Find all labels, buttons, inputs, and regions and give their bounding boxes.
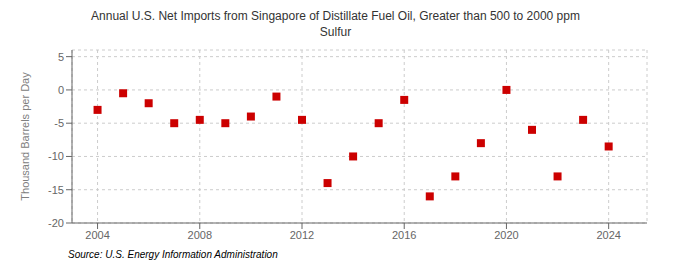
svg-text:-10: -10 — [48, 150, 64, 162]
svg-text:2004: 2004 — [85, 229, 109, 241]
html-text:Annual U.S. Net Imports from S: Annual U.S. Net Imports from Singapore o… — [91, 9, 580, 23]
svg-text:5: 5 — [58, 51, 64, 63]
html-text:Sulfur: Sulfur — [319, 25, 352, 39]
svg-text:-15: -15 — [48, 184, 64, 196]
svg-text:2024: 2024 — [596, 229, 620, 241]
html-text:Source: U.S. Energy Informatio: Source: U.S. Energy Information Administ… — [68, 249, 278, 260]
svg-text:2012: 2012 — [290, 229, 314, 241]
svg-text:2020: 2020 — [494, 229, 518, 241]
svg-text:Thousand Barrels per Day: Thousand Barrels per Day — [19, 72, 31, 201]
svg-text:-20: -20 — [48, 217, 64, 229]
svg-text:0: 0 — [58, 84, 64, 96]
svg-text:2008: 2008 — [188, 229, 212, 241]
svg-text:2016: 2016 — [392, 229, 416, 241]
svg-text:-5: -5 — [54, 117, 64, 129]
